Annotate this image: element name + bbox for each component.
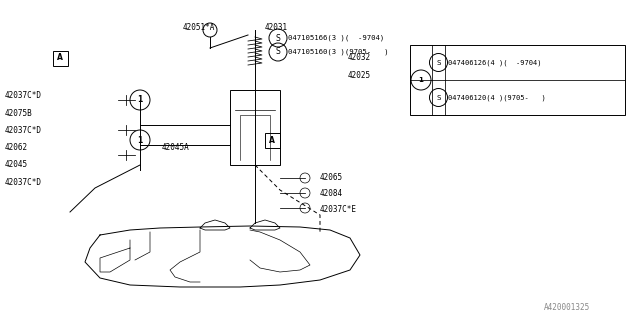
Text: 42037C*D: 42037C*D [5,125,42,134]
Text: 42037C*D: 42037C*D [5,91,42,100]
Text: A420001325: A420001325 [544,303,590,312]
Text: 1: 1 [419,77,424,83]
Text: S: S [436,60,441,66]
Text: 42051*A: 42051*A [183,22,216,31]
Text: 047406126(4 )(  -9704): 047406126(4 )( -9704) [448,59,541,66]
Text: A: A [57,53,63,62]
Text: 047105160(3 )(9705-   ): 047105160(3 )(9705- ) [288,49,388,55]
Text: 42031: 42031 [265,22,288,31]
Text: 047406120(4 )(9705-   ): 047406120(4 )(9705- ) [448,94,546,101]
Text: 42084: 42084 [320,188,343,197]
Text: 42062: 42062 [5,142,28,151]
Text: A: A [269,135,275,145]
Text: 42075B: 42075B [5,108,33,117]
Text: 42045: 42045 [5,159,28,169]
Text: 42025: 42025 [348,70,371,79]
Text: 047105166(3 )(  -9704): 047105166(3 )( -9704) [288,35,384,41]
Text: 42032: 42032 [348,52,371,61]
Text: 42037C*D: 42037C*D [5,178,42,187]
Text: 1: 1 [138,135,143,145]
Text: 1: 1 [138,95,143,105]
Text: 42065: 42065 [320,172,343,181]
Bar [264,132,280,148]
Text: 42037C*E: 42037C*E [320,205,357,214]
Bar [410,45,625,115]
Text: S: S [276,34,280,43]
Text: S: S [276,47,280,57]
Text: S: S [436,94,441,100]
Text: 42045A: 42045A [162,142,189,151]
Bar [230,90,280,165]
Bar [52,51,67,66]
